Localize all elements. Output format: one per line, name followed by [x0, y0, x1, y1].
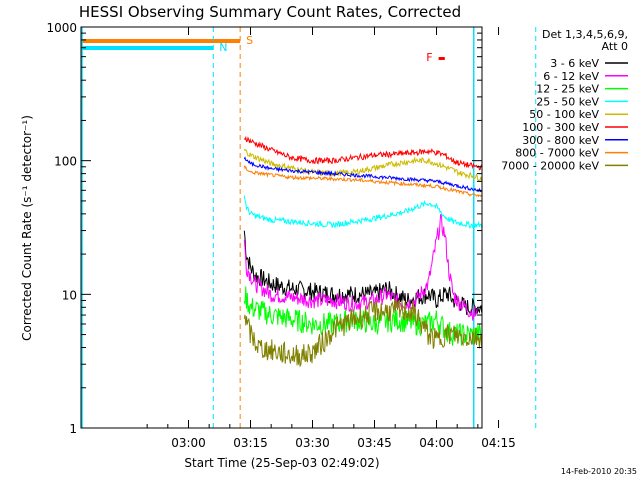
plot-frame: [80, 26, 483, 429]
legend-entry-label: 7000 - 20000 keV: [501, 159, 599, 172]
legend-entry-label: 6 - 12 keV: [543, 70, 599, 83]
y-axis-label: Corrected Count Rate (s⁻¹ detector⁻¹): [20, 115, 34, 341]
x-axis-label: Start Time (25-Sep-03 02:49:02): [184, 456, 379, 470]
series-line-6: [243, 156, 483, 202]
legend-entry-label: 300 - 800 keV: [522, 134, 599, 147]
series-line-4: [243, 105, 483, 185]
x-tick-label: 03:30: [295, 436, 330, 450]
x-tick-label: 03:00: [171, 436, 206, 450]
legend-entry-label: 50 - 100 keV: [529, 108, 599, 121]
footer-date: 14-Feb-2010 20:35: [561, 467, 637, 476]
legend-entry-label: 12 - 25 keV: [536, 83, 599, 96]
flag-label-f: F: [426, 51, 432, 64]
legend-entry-label: 800 - 7000 keV: [515, 147, 599, 160]
series-line-8: [243, 299, 483, 368]
y-tick-label: 10: [62, 288, 77, 302]
legend-header: Att 0: [602, 40, 628, 53]
legend-header: Det 1,3,4,5,6,9,: [542, 28, 628, 41]
flag-bar-f: [438, 57, 445, 60]
legend-entry-label: 25 - 50 keV: [536, 95, 599, 108]
series-line-3: [243, 190, 483, 230]
y-tick-label: 1000: [46, 21, 77, 35]
legend-entry-label: 100 - 300 keV: [522, 121, 599, 134]
x-tick-label: 03:45: [357, 436, 392, 450]
y-tick-label: 100: [54, 155, 77, 169]
flag-label-s: S: [246, 34, 253, 47]
chart-title: HESSI Observing Summary Count Rates, Cor…: [79, 3, 461, 21]
flag-bar-s: [81, 39, 241, 43]
series-line-0: [243, 230, 483, 316]
x-tick-label: 03:15: [233, 436, 268, 450]
flag-label-n: N: [219, 41, 227, 54]
series-line-1: [243, 213, 478, 321]
x-tick-label: 04:15: [481, 436, 516, 450]
flag-bar-n: [81, 46, 214, 50]
x-tick-label: 04:00: [419, 436, 454, 450]
legend-entry-label: 3 - 6 keV: [550, 57, 599, 70]
y-tick-label: 1: [69, 422, 77, 436]
